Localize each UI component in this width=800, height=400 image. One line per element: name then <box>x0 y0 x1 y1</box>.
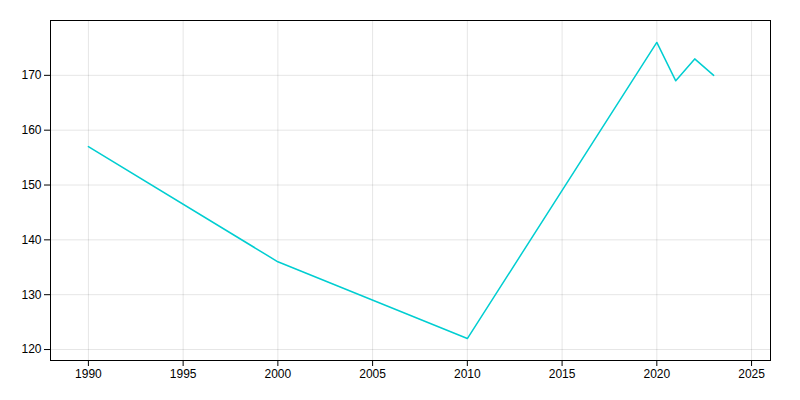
svg-text:140: 140 <box>21 233 41 247</box>
svg-text:160: 160 <box>21 123 41 137</box>
svg-text:2005: 2005 <box>359 367 386 381</box>
svg-text:170: 170 <box>21 68 41 82</box>
svg-text:2000: 2000 <box>265 367 292 381</box>
svg-text:150: 150 <box>21 178 41 192</box>
svg-text:120: 120 <box>21 342 41 356</box>
svg-text:1995: 1995 <box>170 367 197 381</box>
svg-text:2025: 2025 <box>738 367 765 381</box>
svg-text:1990: 1990 <box>75 367 102 381</box>
svg-text:130: 130 <box>21 288 41 302</box>
svg-text:2015: 2015 <box>549 367 576 381</box>
svg-text:2020: 2020 <box>643 367 670 381</box>
svg-text:2010: 2010 <box>454 367 481 381</box>
